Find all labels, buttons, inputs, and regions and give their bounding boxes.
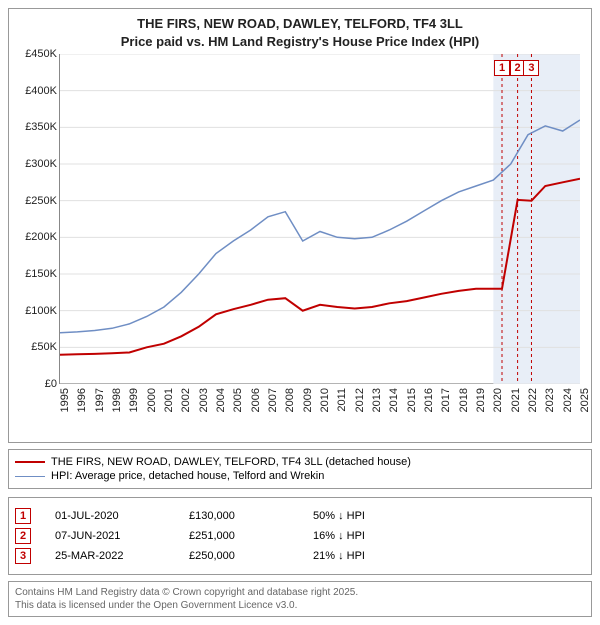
- legend: THE FIRS, NEW ROAD, DAWLEY, TELFORD, TF4…: [8, 449, 592, 489]
- marker-badge: 3: [523, 60, 539, 76]
- transactions-table: 1 01-JUL-2020 £130,000 50% ↓ HPI 2 07-JUN-202…: [8, 497, 592, 575]
- transaction-date: 07-JUN-2021: [55, 530, 165, 542]
- x-tick-label: 2000: [146, 388, 158, 412]
- transaction-marker: 2: [15, 528, 31, 544]
- x-tick-label: 1998: [111, 388, 123, 412]
- transaction-hpi: 16% ↓ HPI: [313, 530, 413, 542]
- transaction-marker: 3: [15, 548, 31, 564]
- y-tick-label: £200K: [25, 231, 57, 243]
- y-tick-label: £0: [45, 378, 57, 390]
- x-tick-label: 2022: [527, 388, 539, 412]
- transaction-row: 2 07-JUN-2021 £251,000 16% ↓ HPI: [15, 528, 585, 544]
- x-tick-label: 2012: [354, 388, 366, 412]
- transaction-price: £251,000: [189, 530, 289, 542]
- y-tick-label: £100K: [25, 305, 57, 317]
- title-line1: THE FIRS, NEW ROAD, DAWLEY, TELFORD, TF4…: [17, 15, 583, 33]
- transaction-date: 25-MAR-2022: [55, 550, 165, 562]
- x-tick-label: 2016: [423, 388, 435, 412]
- x-tick-label: 2002: [180, 388, 192, 412]
- x-tick-label: 2019: [475, 388, 487, 412]
- x-tick-label: 2017: [440, 388, 452, 412]
- x-tick-label: 2013: [371, 388, 383, 412]
- legend-label: THE FIRS, NEW ROAD, DAWLEY, TELFORD, TF4…: [51, 456, 411, 468]
- footer-line2: This data is licensed under the Open Gov…: [15, 599, 585, 612]
- x-tick-label: 2009: [302, 388, 314, 412]
- y-axis-labels: £0£50K£100K£150K£200K£250K£300K£350K£400…: [17, 54, 59, 384]
- plot-area: £0 £50K £100K £150K £200K £250K £300K £350K £400…: [17, 54, 579, 434]
- legend-swatch: [15, 476, 45, 477]
- legend-row: HPI: Average price, detached house, Telf…: [15, 470, 585, 482]
- x-tick-label: 2015: [406, 388, 418, 412]
- y-tick-label: £450K: [25, 48, 57, 60]
- x-tick-label: 2001: [163, 388, 175, 412]
- chart-container: THE FIRS, NEW ROAD, DAWLEY, TELFORD, TF4…: [8, 8, 592, 443]
- title-line2: Price paid vs. HM Land Registry's House …: [17, 33, 583, 51]
- legend-row: THE FIRS, NEW ROAD, DAWLEY, TELFORD, TF4…: [15, 456, 585, 468]
- x-tick-label: 2010: [319, 388, 331, 412]
- chart-title: THE FIRS, NEW ROAD, DAWLEY, TELFORD, TF4…: [17, 15, 583, 50]
- x-tick-label: 1997: [94, 388, 106, 412]
- x-tick-label: 2004: [215, 388, 227, 412]
- transaction-price: £130,000: [189, 510, 289, 522]
- x-tick-label: 2014: [388, 388, 400, 412]
- x-tick-label: 1995: [59, 388, 71, 412]
- transaction-hpi: 50% ↓ HPI: [313, 510, 413, 522]
- marker-badge: 1: [494, 60, 510, 76]
- x-tick-label: 1996: [76, 388, 88, 412]
- y-tick-label: £250K: [25, 195, 57, 207]
- transaction-marker: 1: [15, 508, 31, 524]
- footer-line1: Contains HM Land Registry data © Crown c…: [15, 586, 585, 599]
- x-tick-label: 2003: [198, 388, 210, 412]
- x-tick-label: 1999: [128, 388, 140, 412]
- legend-swatch: [15, 461, 45, 463]
- y-tick-label: £400K: [25, 85, 57, 97]
- x-tick-label: 2006: [250, 388, 262, 412]
- x-tick-label: 2008: [284, 388, 296, 412]
- y-tick-label: £50K: [31, 341, 57, 353]
- x-tick-label: 2020: [492, 388, 504, 412]
- x-tick-label: 2018: [458, 388, 470, 412]
- x-tick-label: 2011: [336, 388, 348, 412]
- transaction-price: £250,000: [189, 550, 289, 562]
- y-tick-label: £350K: [25, 121, 57, 133]
- x-tick-label: 2021: [510, 388, 522, 412]
- x-tick-label: 2024: [562, 388, 574, 412]
- transaction-date: 01-JUL-2020: [55, 510, 165, 522]
- transaction-row: 3 25-MAR-2022 £250,000 21% ↓ HPI: [15, 548, 585, 564]
- y-tick-label: £150K: [25, 268, 57, 280]
- legend-label: HPI: Average price, detached house, Telf…: [51, 470, 324, 482]
- footer-attribution: Contains HM Land Registry data © Crown c…: [8, 581, 592, 617]
- transaction-hpi: 21% ↓ HPI: [313, 550, 413, 562]
- x-tick-label: 2023: [544, 388, 556, 412]
- transaction-row: 1 01-JUL-2020 £130,000 50% ↓ HPI: [15, 508, 585, 524]
- x-tick-label: 2005: [232, 388, 244, 412]
- x-axis-labels: 1995 1996 1997 1998 1999 2000 2001 2002 2003 2004…: [59, 388, 579, 434]
- x-tick-label: 2025: [579, 388, 591, 412]
- plot-canvas: 123: [59, 54, 579, 384]
- y-tick-label: £300K: [25, 158, 57, 170]
- x-tick-label: 2007: [267, 388, 279, 412]
